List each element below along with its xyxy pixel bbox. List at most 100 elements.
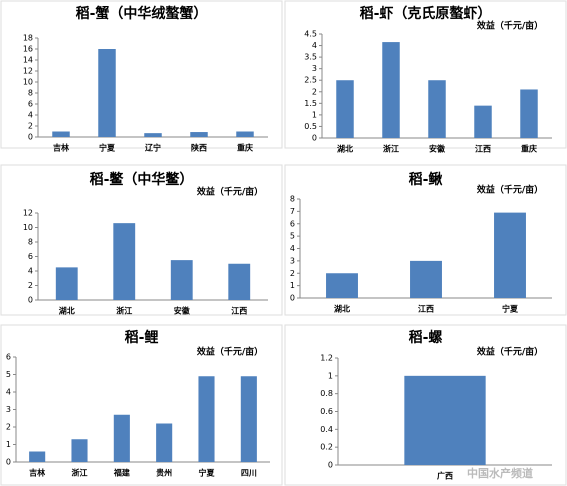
panel-frame bbox=[284, 324, 567, 486]
panel-frame bbox=[284, 0, 567, 149]
bar bbox=[236, 131, 254, 137]
y-tick-label: 2 bbox=[6, 423, 11, 432]
y-tick-label: 0 bbox=[312, 134, 317, 143]
y-tick-label: 10 bbox=[23, 78, 33, 87]
x-tick-label: 宁夏 bbox=[99, 143, 116, 153]
y-tick-label: 8 bbox=[28, 89, 33, 98]
bar bbox=[240, 376, 257, 462]
x-tick-label: 江西 bbox=[418, 304, 434, 314]
y-tick-label: 6 bbox=[6, 353, 11, 362]
y-tick-label: 5 bbox=[6, 370, 11, 379]
panel-frame bbox=[284, 164, 567, 316]
y-tick-label: 12 bbox=[23, 209, 33, 218]
bar bbox=[29, 451, 46, 462]
y-tick-label: 4 bbox=[290, 244, 295, 253]
y-tick-label: 8 bbox=[28, 238, 33, 247]
y-tick-label: 0.6 bbox=[320, 407, 333, 416]
y-axis-label: 效益（千元/亩） bbox=[197, 346, 263, 358]
y-tick-label: 6 bbox=[290, 219, 295, 228]
bar bbox=[98, 49, 116, 137]
y-tick-label: 7 bbox=[290, 207, 295, 216]
y-tick-label: 3 bbox=[290, 256, 295, 265]
x-tick-label: 宁夏 bbox=[502, 304, 519, 314]
x-tick-label: 辽宁 bbox=[145, 143, 161, 153]
x-tick-label: 湖北 bbox=[337, 144, 353, 154]
x-tick-label: 贵州 bbox=[156, 468, 172, 478]
chart-title: 稻-螺 bbox=[409, 329, 443, 346]
x-tick-label: 安徽 bbox=[429, 144, 446, 154]
y-axis-label: 效益（千元/亩） bbox=[477, 184, 543, 196]
y-tick-label: 5 bbox=[290, 232, 295, 241]
x-tick-label: 四川 bbox=[241, 469, 257, 478]
y-tick-label: 1 bbox=[290, 281, 295, 290]
x-tick-label: 浙江 bbox=[116, 306, 132, 316]
x-tick-label: 吉林 bbox=[29, 468, 45, 478]
y-tick-label: 10 bbox=[23, 223, 33, 232]
bar bbox=[156, 423, 173, 462]
bar bbox=[190, 132, 208, 137]
x-tick-label: 广西 bbox=[437, 471, 453, 481]
y-tick-label: 0 bbox=[28, 133, 33, 142]
y-tick-label: 16 bbox=[23, 45, 33, 54]
y-tick-label: 6 bbox=[28, 100, 33, 109]
x-tick-label: 重庆 bbox=[521, 144, 537, 154]
bar bbox=[144, 133, 162, 137]
bar bbox=[326, 273, 358, 298]
y-tick-label: 12 bbox=[23, 67, 33, 76]
y-tick-label: 4 bbox=[6, 388, 11, 397]
bar bbox=[336, 80, 354, 138]
bar bbox=[52, 131, 70, 137]
y-tick-label: 0.4 bbox=[320, 425, 333, 434]
y-tick-label: 0.5 bbox=[304, 122, 317, 131]
x-tick-label: 吉林 bbox=[53, 143, 69, 153]
y-tick-label: 0.8 bbox=[320, 389, 333, 398]
y-tick-label: 1 bbox=[328, 371, 333, 380]
y-tick-label: 8 bbox=[290, 195, 295, 204]
x-tick-label: 江西 bbox=[475, 144, 491, 154]
bar bbox=[474, 105, 492, 138]
x-tick-label: 湖北 bbox=[59, 306, 75, 316]
y-axis-label: 效益（千元/亩） bbox=[477, 346, 543, 358]
chart-title: 稻-鲤 bbox=[125, 329, 159, 346]
y-tick-label: 18 bbox=[23, 34, 33, 43]
bar bbox=[55, 267, 78, 300]
y-tick-label: 4 bbox=[28, 267, 33, 276]
y-tick-label: 0 bbox=[28, 296, 33, 305]
bar bbox=[170, 260, 193, 300]
y-tick-label: 0 bbox=[290, 294, 295, 303]
x-tick-label: 重庆 bbox=[237, 143, 253, 153]
x-tick-label: 江西 bbox=[231, 306, 247, 316]
y-tick-label: 3.5 bbox=[304, 53, 317, 62]
panel-frame bbox=[0, 324, 283, 486]
x-tick-label: 浙江 bbox=[383, 144, 399, 154]
chart-title: 稻-鳖（中华鳖） bbox=[90, 171, 194, 188]
chart-title: 稻-蟹（中华绒螯蟹） bbox=[76, 5, 208, 22]
y-tick-label: 3 bbox=[312, 64, 317, 73]
y-axis-label: 效益（千元/亩） bbox=[197, 186, 263, 198]
x-tick-label: 宁夏 bbox=[199, 468, 216, 478]
y-tick-label: 0.2 bbox=[320, 443, 333, 452]
x-tick-label: 浙江 bbox=[72, 468, 88, 478]
y-tick-label: 4 bbox=[312, 41, 317, 50]
y-tick-label: 4.5 bbox=[304, 30, 317, 39]
y-tick-label: 2.5 bbox=[304, 76, 317, 85]
y-tick-label: 2 bbox=[28, 122, 33, 131]
panel-frame bbox=[0, 164, 283, 316]
y-tick-label: 1.2 bbox=[320, 354, 333, 363]
bar bbox=[113, 414, 130, 462]
bar bbox=[428, 80, 446, 138]
y-tick-label: 1 bbox=[312, 110, 317, 119]
bar bbox=[520, 89, 538, 138]
x-tick-label: 陕西 bbox=[191, 143, 207, 153]
chart-title: 稻-鳅 bbox=[409, 171, 444, 188]
bar bbox=[71, 439, 88, 462]
chart-title: 稻-虾（克氏原螯虾） bbox=[360, 5, 492, 22]
y-tick-label: 4 bbox=[28, 111, 33, 120]
bar bbox=[228, 263, 251, 300]
y-tick-label: 2 bbox=[312, 87, 317, 96]
y-tick-label: 0 bbox=[6, 458, 11, 467]
watermark: 中国水产频道 bbox=[467, 466, 533, 480]
y-tick-label: 0 bbox=[328, 461, 333, 470]
x-tick-label: 福建 bbox=[113, 468, 131, 478]
